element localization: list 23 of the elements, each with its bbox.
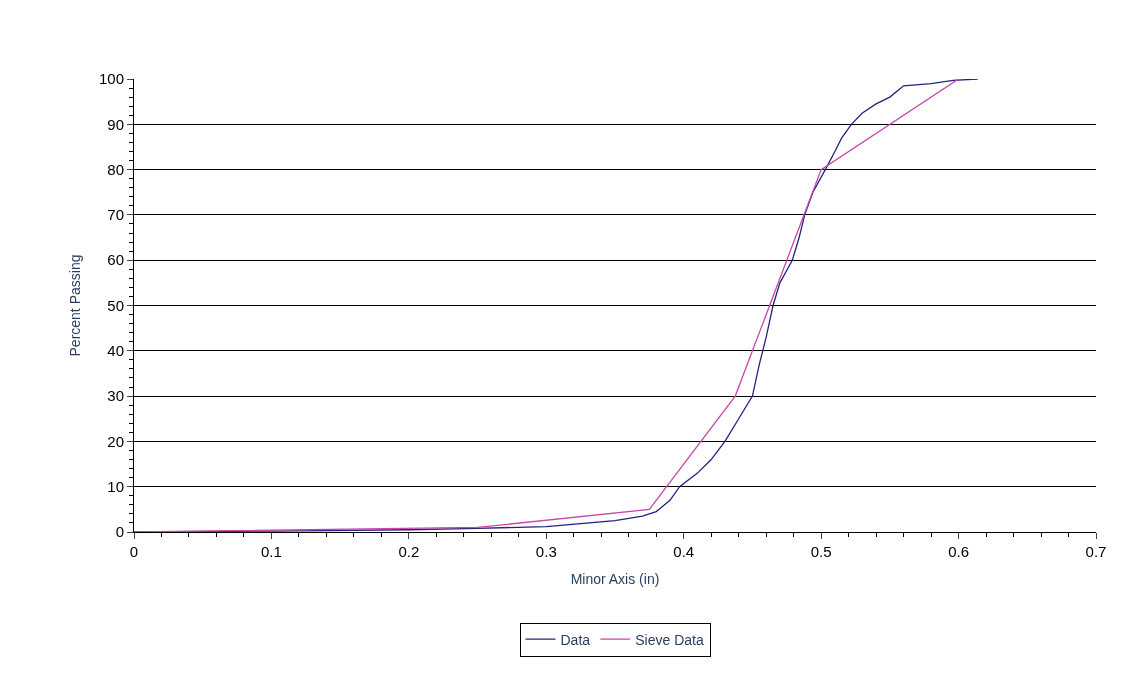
y-tick-label: 60 (107, 251, 124, 269)
y-tick-label: 90 (107, 115, 124, 133)
y-tick-label: 100 (98, 70, 124, 88)
x-tick-label: 0.3 (535, 543, 557, 560)
x-tick-label: 0 (129, 543, 139, 560)
y-tick-label: 50 (107, 296, 124, 314)
x-tick-label: 0.6 (948, 543, 969, 560)
x-tick-label: 0.7 (1085, 543, 1107, 560)
y-tick-label: 0 (115, 523, 124, 541)
y-tick-label: 30 (107, 387, 124, 405)
y-tick-label: 80 (107, 160, 124, 178)
y-tick-label: 40 (107, 342, 124, 360)
y-tick-label: 10 (107, 477, 124, 495)
y-axis-title: Percent Passing (66, 254, 83, 357)
x-tick-label: 0.1 (261, 543, 282, 560)
x-tick-label: 0.4 (673, 543, 695, 560)
y-tick-label: 20 (107, 432, 124, 450)
legend-label: Data (560, 631, 591, 648)
y-tick-label: 70 (107, 206, 124, 224)
x-axis-title: Minor Axis (in) (570, 571, 660, 588)
x-tick-label: 0.2 (398, 543, 420, 560)
legend-label: Sieve Data (635, 631, 704, 648)
x-tick-label: 0.5 (810, 543, 832, 560)
